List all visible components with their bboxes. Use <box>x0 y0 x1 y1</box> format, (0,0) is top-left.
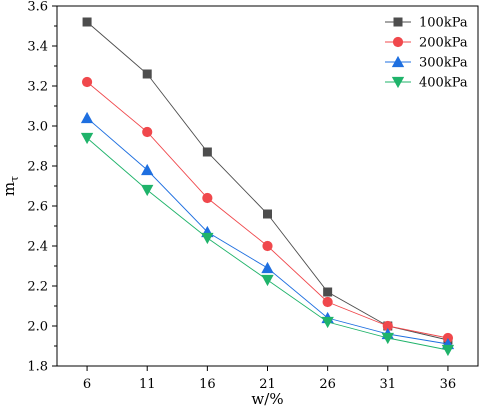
y-tick-label: 3.2 <box>27 80 48 95</box>
data-point <box>261 274 274 287</box>
y-tick-label: 3.4 <box>27 40 48 55</box>
legend-item: 200kPa <box>385 36 468 51</box>
data-point <box>201 232 214 245</box>
x-tick-label: 21 <box>259 377 276 392</box>
y-tick-label: 2.4 <box>27 240 48 255</box>
data-point <box>202 192 213 204</box>
x-tick-label: 26 <box>319 377 336 392</box>
data-point <box>142 69 152 79</box>
y-axis: 1.8 2.0 2.2 2.4 2.6 2.8 3.0 3.2 3.4 3.6 <box>27 0 57 375</box>
data-point <box>382 320 393 332</box>
x-tick-label: 36 <box>440 377 457 392</box>
data-point <box>263 209 272 219</box>
x-tick-label: 11 <box>139 377 156 392</box>
data-point <box>80 111 94 124</box>
y-tick-label: 3.6 <box>27 0 48 15</box>
data-point <box>441 344 455 357</box>
legend-marker <box>392 36 404 48</box>
legend-item: 400kPa <box>385 76 468 91</box>
y-tick-label: 2.8 <box>27 160 48 175</box>
y-tick-label: 2.2 <box>27 280 48 295</box>
data-point <box>321 316 334 329</box>
data-point <box>141 184 154 197</box>
y-axis-title-subscript: τ <box>8 176 21 182</box>
x-axis-title: w/% <box>251 390 283 408</box>
y-tick-label: 2.0 <box>27 320 48 335</box>
data-point <box>141 163 154 176</box>
data-point <box>262 240 273 252</box>
data-point <box>322 296 333 308</box>
legend-item: 100kPa <box>385 16 468 31</box>
legend-label: 300kPa <box>419 56 468 71</box>
series-300kPa <box>80 111 455 350</box>
data-point <box>261 261 274 274</box>
legend-label: 100kPa <box>419 16 468 31</box>
data-point <box>80 132 94 145</box>
y-axis-title: mτ <box>0 176 21 196</box>
x-tick-label: 6 <box>83 377 91 392</box>
x-tick-label: 31 <box>380 377 397 392</box>
x-axis: 6 11 16 21 26 31 36 <box>83 366 456 392</box>
data-point <box>323 287 333 297</box>
legend-label: 200kPa <box>419 36 468 51</box>
legend-marker <box>391 76 405 89</box>
series-line <box>86 21 449 341</box>
y-tick-label: 3.0 <box>27 120 48 135</box>
data-point <box>381 332 394 345</box>
legend: 100kPa 200kPa 300kPa 400kPa <box>385 16 468 91</box>
data-point <box>82 17 92 27</box>
data-point <box>202 147 212 157</box>
plot-area <box>56 5 479 367</box>
series-200kPa <box>81 76 454 344</box>
series-line <box>86 117 449 345</box>
series-400kPa <box>80 132 455 357</box>
plot-frame <box>56 5 479 367</box>
legend-marker <box>393 17 403 27</box>
legend-marker <box>391 55 405 68</box>
x-tick-label: 16 <box>199 377 216 392</box>
legend-label: 400kPa <box>419 76 468 91</box>
y-tick-label: 1.8 <box>27 360 48 375</box>
data-point <box>81 76 93 88</box>
series-group <box>80 17 455 357</box>
y-axis-title-main: m <box>0 182 18 196</box>
y-tick-label: 2.6 <box>27 200 48 215</box>
data-point <box>142 126 153 138</box>
legend-item: 300kPa <box>385 56 468 71</box>
